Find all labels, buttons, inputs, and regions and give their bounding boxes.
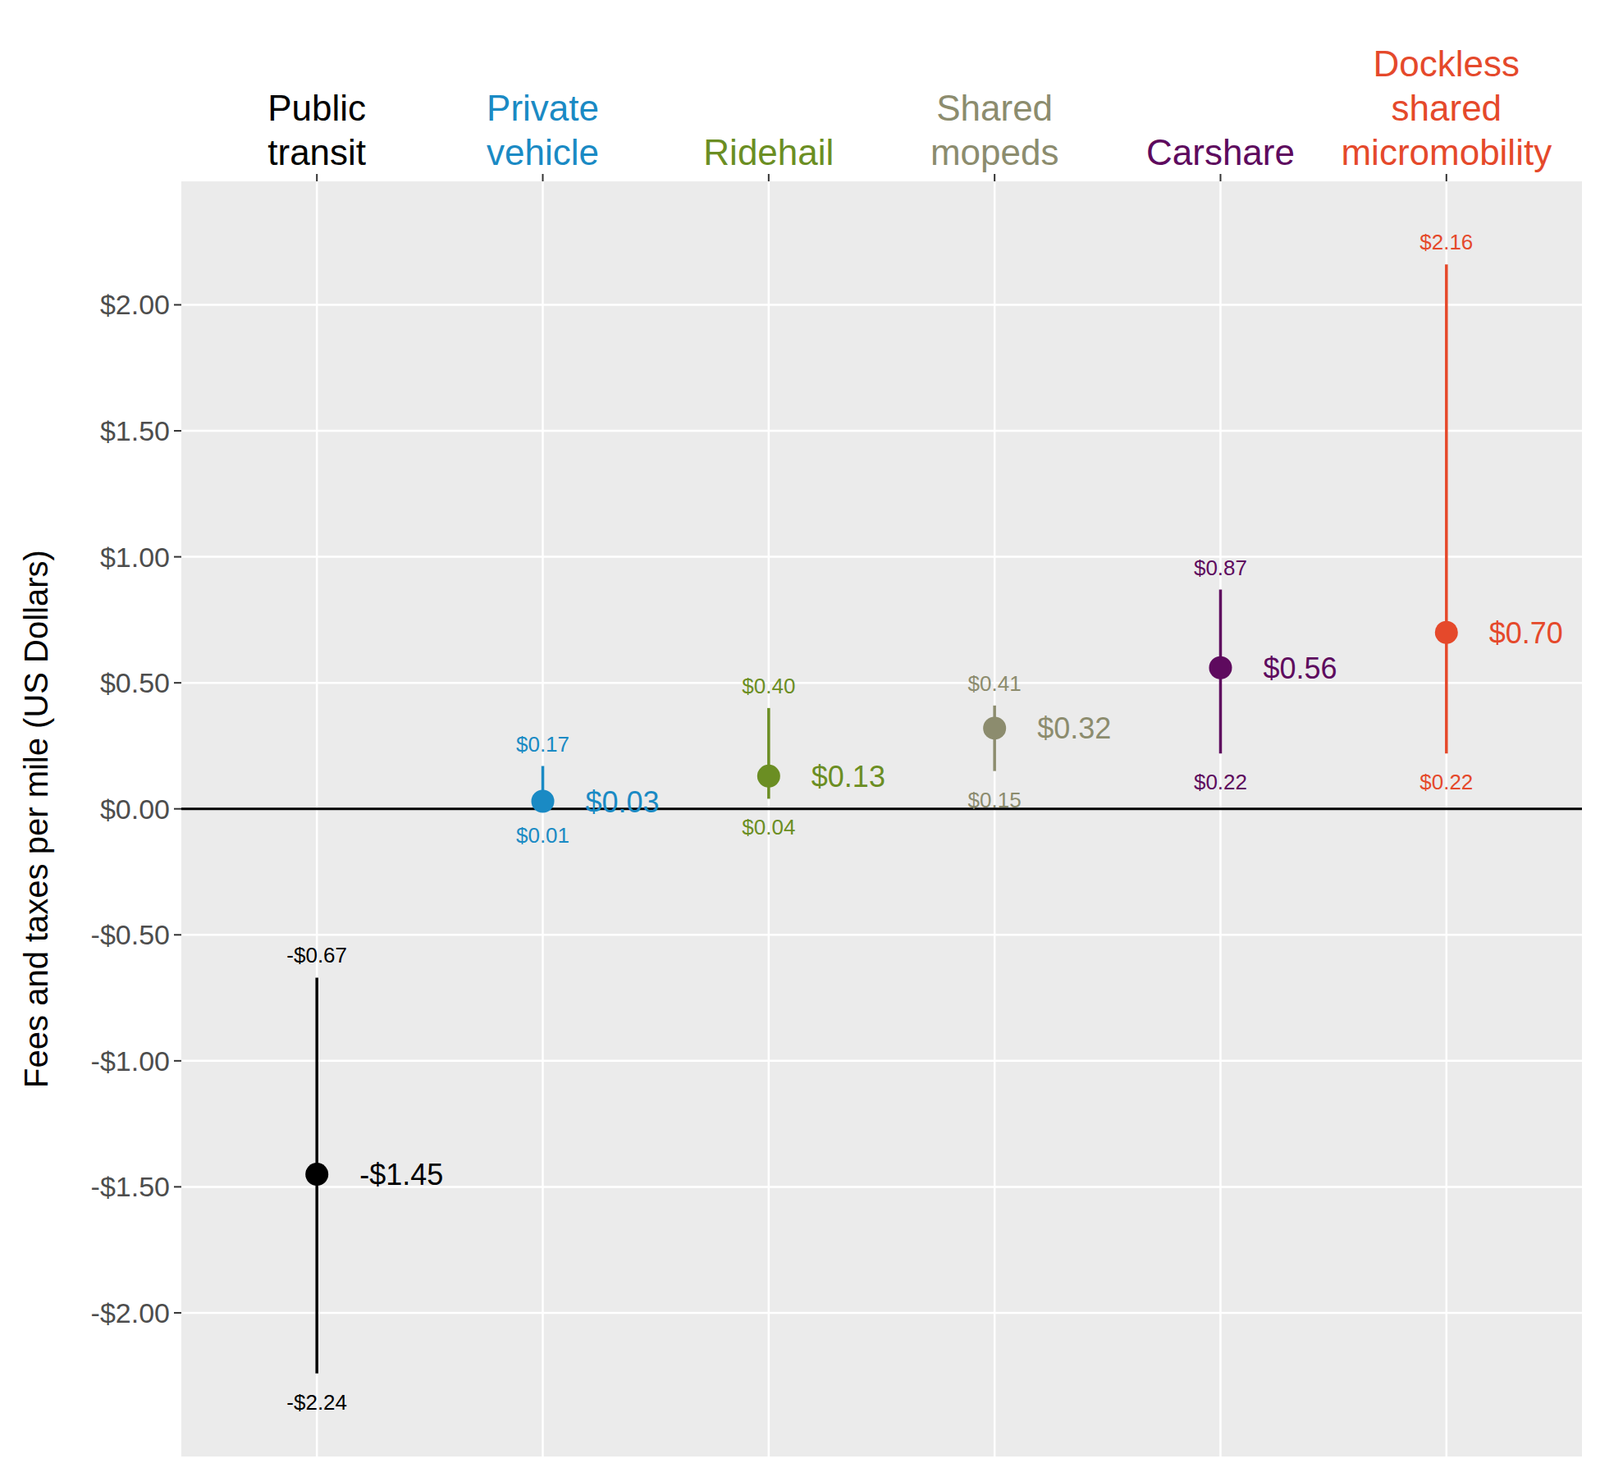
category-label: Privatevehicle [486,87,599,173]
value-label: $0.13 [811,759,886,794]
category-label-line: transit [267,132,366,173]
category-label-line: Carshare [1146,132,1295,173]
tick-mark [173,429,182,432]
high-label: $2.16 [1419,229,1473,255]
tick-mark [173,808,182,810]
high-label: $0.41 [968,671,1022,696]
category-label: Sharedmopeds [930,87,1060,173]
point [305,1162,329,1186]
tick-label: $0.00 [100,793,170,825]
category-label-line: vehicle [486,132,599,173]
value-label: $0.56 [1262,651,1337,686]
tick-label: $1.00 [100,541,170,573]
grid-line [1445,181,1449,1457]
low-label: $0.22 [1419,769,1473,795]
category-label-line: Public [267,87,366,128]
tick-mark [768,173,770,182]
tick-mark [1219,173,1221,182]
value-label: -$1.45 [359,1157,444,1192]
value-label: $0.32 [1037,711,1111,746]
grid-line [315,181,319,1457]
grid-line [181,933,1582,937]
grid-line [1219,181,1222,1457]
tick-label: -$1.00 [91,1045,170,1077]
tick-label: $0.50 [100,667,170,699]
category-label: Carshare [1146,132,1295,173]
category-label-line: shared [1391,87,1503,128]
category-label-line: Private [486,87,599,128]
grid-line [181,681,1582,685]
tick-label: -$2.00 [91,1297,170,1329]
tick-mark [173,1185,182,1188]
category-label-line: micromobility [1340,132,1552,173]
point [531,790,555,814]
tick-mark [1445,173,1448,182]
point [1208,656,1232,680]
plot-panel [181,181,1582,1457]
category-label: Docklesssharedmicromobility [1340,43,1552,173]
tick-label: -$0.50 [91,918,170,951]
category-label-line: Dockless [1373,43,1521,84]
error-bar [1444,264,1449,754]
grid-line [181,1312,1582,1315]
axis-title: Fees and taxes per mile (US Dollars) [18,549,55,1088]
grid-line [181,1060,1582,1063]
low-label: $0.22 [1193,769,1248,795]
category-label-line: Shared [936,87,1053,128]
tick-mark [993,173,996,182]
tick-mark [173,556,182,558]
grid-line [181,555,1582,558]
tick-mark [542,173,544,182]
category-label: Ridehail [703,132,834,173]
label-group: -$1.45 -$0.67 -$2.24 $0.03 $0.17 $0.01 $0.13 $0… [286,229,1564,1414]
low-label: $0.04 [741,814,796,840]
low-label: $0.15 [968,787,1022,813]
tick-label: -$1.50 [91,1170,170,1203]
high-label: -$0.67 [286,942,348,968]
point [757,764,781,788]
grid-line [181,807,1582,810]
tick-label: $1.50 [100,415,170,447]
high-label: $0.40 [741,673,796,699]
category-label-line: mopeds [930,132,1060,173]
tick-mark [173,1060,182,1062]
data-group [305,264,1459,1373]
low-label: -$2.24 [286,1389,348,1415]
grid-line [181,303,1582,307]
tick-mark [173,933,182,936]
value-label: $0.70 [1489,616,1564,650]
point [982,716,1006,740]
grid-line [541,181,544,1457]
point [1435,621,1459,645]
category-label: Publictransit [267,87,366,173]
tick-mark [315,173,318,182]
low-label: $0.01 [516,822,570,848]
high-label: $0.87 [1193,555,1248,581]
category-label-line: Ridehail [703,132,834,173]
grid-line [181,429,1582,433]
high-label: $0.17 [516,731,570,757]
reference-line [181,807,1582,810]
tick-mark [173,681,182,684]
tick-mark [173,1312,182,1314]
chart: -$2.00 -$1.50 -$1.00 -$0.50 $0.00 $0.50 $1.00 $… [0,0,1600,1477]
tick-mark [173,303,182,306]
tick-label: $2.00 [100,288,170,320]
value-label: $0.03 [585,785,660,819]
grid-line [993,181,997,1457]
